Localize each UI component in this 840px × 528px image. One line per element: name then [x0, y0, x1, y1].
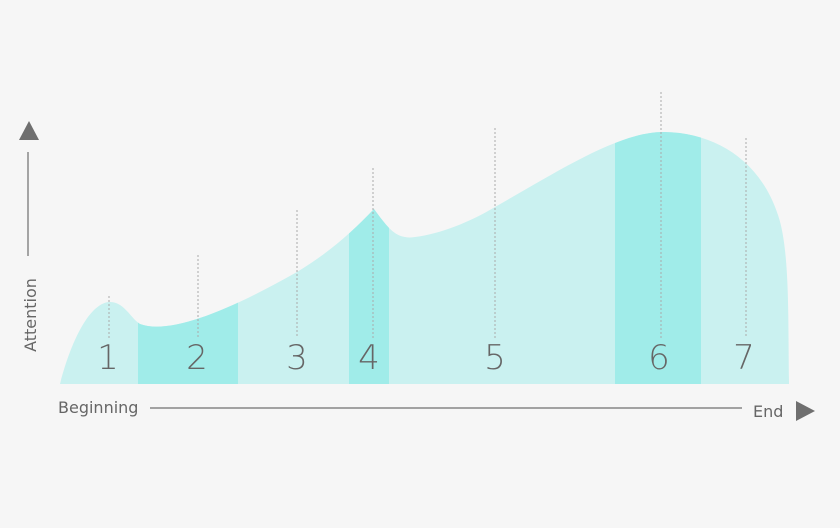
x-axis: Beginning End — [58, 398, 815, 421]
segment-5-label: 5 — [484, 338, 506, 378]
attention-curve-area — [60, 131, 789, 384]
y-axis: Attention — [19, 121, 40, 352]
segment-2-label: 2 — [186, 338, 208, 378]
segment-2-highlight — [138, 131, 238, 384]
segment-4-highlight — [349, 131, 389, 384]
segment-3-label: 3 — [286, 338, 308, 378]
x-axis-start-label: Beginning — [58, 398, 138, 417]
segment-7-label: 7 — [733, 338, 755, 378]
x-axis-end-label: End — [753, 402, 783, 421]
segment-labels: 1 2 3 4 5 6 7 — [97, 338, 755, 378]
y-axis-label: Attention — [21, 278, 40, 352]
y-axis-arrow-up-icon — [19, 121, 39, 140]
segment-6-label: 6 — [648, 338, 670, 378]
segment-1-label: 1 — [97, 338, 119, 378]
segment-4-label: 4 — [358, 338, 380, 378]
segment-6-highlight — [615, 131, 701, 384]
x-axis-arrow-right-icon — [796, 401, 815, 421]
guide-lines — [108, 92, 747, 338]
